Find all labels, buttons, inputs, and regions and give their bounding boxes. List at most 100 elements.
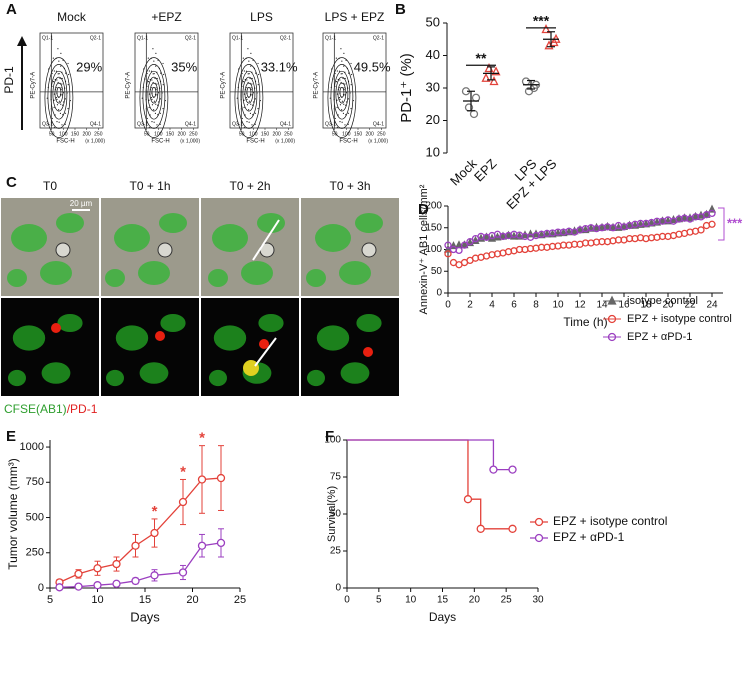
event-dot xyxy=(250,87,252,89)
marker xyxy=(549,37,559,47)
marker xyxy=(197,541,207,550)
percent-label: 49.5% xyxy=(354,60,391,75)
step-line xyxy=(347,439,513,471)
event-dot xyxy=(348,72,350,74)
event-dot xyxy=(57,73,59,75)
panel-letter: E xyxy=(6,428,16,445)
y-tick-label: 150 xyxy=(425,222,442,233)
cell-fluor xyxy=(57,314,83,332)
event-dot xyxy=(243,126,245,129)
event-dot xyxy=(242,81,245,83)
y-tick-label: 50 xyxy=(330,509,342,520)
x-tick-label: 16 xyxy=(618,300,630,311)
significance-bracket xyxy=(718,207,725,241)
quadrant-label: Q2-1 xyxy=(280,35,291,41)
x-tick-label: 50 xyxy=(332,131,338,137)
event-dot xyxy=(56,98,58,100)
x-tick-label: 10 xyxy=(91,594,103,606)
pd1-cell xyxy=(361,242,377,258)
cell xyxy=(355,213,383,233)
y-tick-label: 40 xyxy=(426,47,440,62)
cell xyxy=(257,213,285,233)
x-axis-label: Days xyxy=(429,610,456,624)
marker xyxy=(570,226,579,235)
x-tick-label: 14 xyxy=(596,300,608,311)
x-tick-label: 150 xyxy=(71,131,80,137)
x-tick-label: 22 xyxy=(684,300,696,311)
event-dot xyxy=(254,112,257,114)
column-title: T0 + 2h xyxy=(229,179,270,193)
event-dot xyxy=(341,60,343,62)
event-dot xyxy=(146,117,148,120)
event-dot xyxy=(67,84,69,86)
contour xyxy=(54,82,64,104)
event-dot xyxy=(56,87,58,89)
event-dot xyxy=(153,100,155,102)
event-dot xyxy=(59,112,62,114)
x-axis-label: FSC-H xyxy=(339,139,357,145)
x-tick-label: 200 xyxy=(177,131,186,137)
marker xyxy=(481,72,491,82)
contour xyxy=(50,70,68,120)
event-dot xyxy=(257,107,259,110)
x-unit: (x 1,000) xyxy=(85,138,105,144)
event-dot xyxy=(247,81,249,84)
event-dot xyxy=(61,124,63,126)
x-tick-label: 150 xyxy=(166,131,175,137)
quadrant-label: Q1-1 xyxy=(232,35,243,41)
y-tick-label: 30 xyxy=(426,79,440,94)
marker xyxy=(489,76,499,86)
significance-label: * xyxy=(180,463,186,480)
pd1-fluor xyxy=(51,323,61,333)
event-dot xyxy=(153,60,155,62)
cell xyxy=(7,269,27,287)
cell-fluor xyxy=(41,362,71,384)
marker xyxy=(476,524,485,533)
event-dot xyxy=(242,57,244,59)
y-axis-label: Annexin-V⁺ AB1 cells/mm² xyxy=(418,184,430,314)
marker xyxy=(444,241,452,249)
event-dot xyxy=(62,101,65,103)
cell-fluor xyxy=(139,362,169,384)
cell xyxy=(306,269,326,287)
marker xyxy=(685,213,695,222)
event-dot xyxy=(344,124,346,126)
event-dot xyxy=(344,104,347,106)
event-dot xyxy=(340,81,342,84)
event-dot xyxy=(64,112,67,114)
event-dot xyxy=(52,81,55,83)
event-dot xyxy=(335,81,338,83)
marker xyxy=(697,226,705,234)
event-dot xyxy=(67,107,69,110)
x-tick-label: 100 xyxy=(249,131,258,137)
y-tick-label: 100 xyxy=(324,435,341,446)
y-axis-label: PE-Cy7-A xyxy=(126,72,132,99)
cell xyxy=(114,224,150,252)
event-dot xyxy=(247,73,249,75)
event-dot xyxy=(156,94,158,96)
marker xyxy=(708,209,716,218)
event-dot xyxy=(248,100,250,102)
event-dot xyxy=(251,83,253,85)
cell xyxy=(105,269,125,287)
contour xyxy=(147,76,161,112)
event-dot xyxy=(342,77,344,80)
y-tick-label: 200 xyxy=(425,201,442,212)
x-tick-label: 5 xyxy=(47,594,53,606)
y-axis-label: PD-1⁺ (%) xyxy=(398,53,415,123)
event-dot xyxy=(155,87,157,89)
event-dot xyxy=(155,103,157,105)
event-dot xyxy=(254,123,256,125)
pd1-fluor xyxy=(259,339,269,349)
event-dot xyxy=(350,107,352,110)
cell-fluor xyxy=(316,325,350,351)
event-dot xyxy=(53,126,55,129)
legend-label: isotype control xyxy=(627,295,698,307)
x-tick-label: 15 xyxy=(139,594,151,606)
event-dot xyxy=(339,104,342,106)
pointer-arrow xyxy=(252,219,280,261)
event-dot xyxy=(154,77,156,80)
x-tick-label: 50 xyxy=(239,131,245,137)
x-tick-label: 20 xyxy=(469,595,481,606)
x-tick-label: 15 xyxy=(437,595,449,606)
